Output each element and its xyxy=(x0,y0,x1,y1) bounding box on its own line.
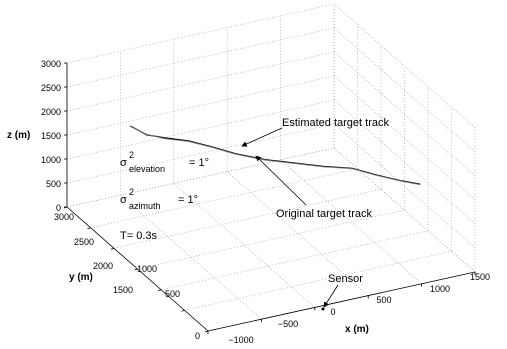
y-tick: 0 xyxy=(195,331,200,341)
y-tick-mark xyxy=(157,289,162,292)
y-tick-mark xyxy=(63,206,68,209)
sigma-symbol: σ xyxy=(120,194,127,206)
grid-line xyxy=(66,75,335,136)
z-axis-label: z (m) xyxy=(7,130,30,141)
y-tick-mark xyxy=(204,330,209,333)
grid-line xyxy=(137,209,405,270)
grid-line xyxy=(184,251,452,311)
y-tick: 3000 xyxy=(54,212,74,222)
z-ticks: 0 500 1000 1500 2000 2500 3000 xyxy=(41,59,61,213)
x-tick: 0 xyxy=(330,307,335,317)
sigma-superscript: 2 xyxy=(129,150,134,160)
sigma-value: = 1° xyxy=(178,194,198,206)
sensor-arrow xyxy=(323,284,339,308)
label-estimated-track: Estimated target track xyxy=(282,117,389,129)
y-tick: 1500 xyxy=(113,285,133,295)
sigma-azimuth: σ 2 azimuth = 1° xyxy=(120,187,198,211)
x-tick: 1500 xyxy=(470,272,490,282)
x-axis-label: x (m) xyxy=(345,324,369,335)
x-tick: −1000 xyxy=(228,335,253,345)
sigma-superscript: 2 xyxy=(129,187,134,197)
y-tick: 2000 xyxy=(93,261,113,271)
grid-line xyxy=(66,147,335,208)
z-tick: 500 xyxy=(46,179,61,189)
y-ticks: 3000 2500 2000 1500 1000 500 0 xyxy=(54,212,200,341)
y-tick: 2500 xyxy=(74,237,94,247)
y-tick-mark xyxy=(87,227,91,230)
sigma-symbol: σ xyxy=(120,157,127,169)
sigma-subscript: azimuth xyxy=(129,201,161,211)
grid-line xyxy=(227,171,369,296)
z-tick: 1500 xyxy=(41,131,61,141)
z-tick: 2500 xyxy=(41,83,61,93)
z-tick: 1000 xyxy=(41,155,61,165)
x-tick: 500 xyxy=(376,295,391,305)
grid-line xyxy=(66,123,335,184)
grid-line xyxy=(66,99,335,160)
sigma-subscript: elevation xyxy=(129,164,165,174)
grid-line xyxy=(66,27,335,88)
sensor-marker xyxy=(321,307,325,311)
grid-line xyxy=(173,183,315,308)
y-tick-mark xyxy=(134,268,138,271)
grid-line xyxy=(66,51,335,112)
x-axis-line xyxy=(207,271,476,332)
grid-line xyxy=(160,230,429,290)
arrow-estimated xyxy=(241,127,283,147)
tracks xyxy=(130,125,421,186)
z-tick: 2000 xyxy=(41,107,61,117)
grid-line xyxy=(333,3,476,129)
original-track-line xyxy=(130,126,421,186)
y-tick-mark xyxy=(181,309,185,312)
axes xyxy=(63,62,476,334)
grid-line xyxy=(90,168,358,228)
y-tick-mark xyxy=(110,247,115,250)
label-original-track: Original target track xyxy=(276,208,372,220)
z-tick: 0 xyxy=(56,203,61,213)
period-label: T= 0.3s xyxy=(120,230,157,242)
arrow-original xyxy=(255,155,307,206)
x-ticks: −1000 −500 0 500 1000 1500 xyxy=(228,272,490,345)
z-tick: 3000 xyxy=(41,59,61,69)
grid-line xyxy=(113,189,382,249)
sensor-label: Sensor xyxy=(328,273,363,285)
grid-line xyxy=(66,3,335,64)
x-tick: 1000 xyxy=(430,284,450,294)
y-tick: 500 xyxy=(165,289,180,299)
y-axis-label: y (m) xyxy=(69,272,93,283)
x-tick: −500 xyxy=(278,319,298,329)
y-tick: 1000 xyxy=(137,264,157,274)
sigma-elevation: σ 2 elevation = 1° xyxy=(120,150,209,174)
grid-lines xyxy=(66,3,476,332)
sigma-value: = 1° xyxy=(189,157,209,169)
grid-line xyxy=(280,159,422,285)
